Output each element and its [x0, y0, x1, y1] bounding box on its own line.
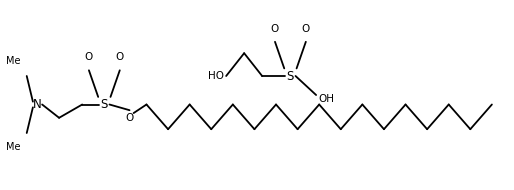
Text: HO: HO [208, 71, 224, 81]
Text: O: O [302, 24, 310, 33]
Text: Me: Me [6, 56, 21, 66]
Text: OH: OH [319, 94, 335, 104]
Text: O: O [125, 113, 134, 123]
Text: Me: Me [6, 142, 21, 153]
Text: S: S [101, 98, 108, 111]
Text: O: O [271, 24, 279, 33]
Text: O: O [85, 52, 93, 62]
Text: S: S [287, 70, 294, 82]
Text: O: O [116, 52, 124, 62]
Text: N: N [32, 98, 42, 111]
